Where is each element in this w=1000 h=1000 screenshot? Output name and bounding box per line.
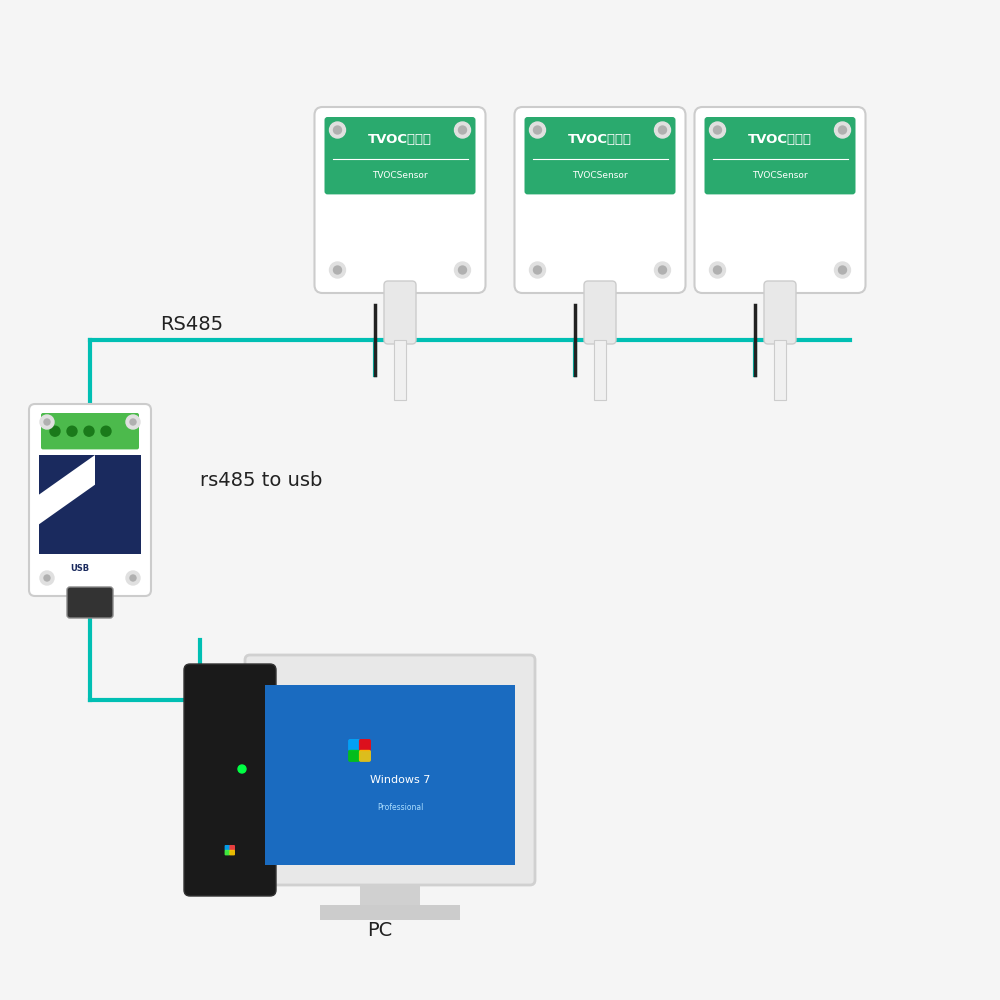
FancyBboxPatch shape	[524, 117, 676, 194]
Circle shape	[714, 266, 722, 274]
Circle shape	[710, 122, 726, 138]
Circle shape	[530, 262, 546, 278]
FancyBboxPatch shape	[359, 739, 371, 751]
Circle shape	[534, 126, 542, 134]
FancyBboxPatch shape	[764, 281, 796, 344]
Circle shape	[838, 266, 846, 274]
FancyBboxPatch shape	[314, 107, 486, 293]
Circle shape	[658, 126, 666, 134]
Circle shape	[654, 122, 670, 138]
Circle shape	[534, 266, 542, 274]
Text: Windows 7: Windows 7	[370, 775, 430, 785]
Circle shape	[50, 426, 60, 436]
Circle shape	[454, 122, 471, 138]
Bar	[265, 685, 515, 865]
Bar	[320, 905, 460, 920]
Circle shape	[834, 262, 850, 278]
Polygon shape	[39, 455, 95, 524]
Bar	[39, 455, 141, 554]
Text: TVOC传感器: TVOC传感器	[368, 133, 432, 146]
Circle shape	[130, 419, 136, 425]
Circle shape	[40, 571, 54, 585]
Circle shape	[330, 122, 346, 138]
Circle shape	[530, 122, 546, 138]
Text: TVOCSensor: TVOCSensor	[572, 171, 628, 180]
Circle shape	[654, 262, 670, 278]
Circle shape	[40, 415, 54, 429]
Circle shape	[126, 571, 140, 585]
FancyBboxPatch shape	[359, 750, 371, 762]
Circle shape	[84, 426, 94, 436]
Circle shape	[126, 415, 140, 429]
Text: PC: PC	[367, 920, 393, 940]
FancyBboxPatch shape	[29, 404, 151, 596]
Text: TVOCSensor: TVOCSensor	[372, 171, 428, 180]
FancyBboxPatch shape	[348, 750, 360, 762]
FancyBboxPatch shape	[704, 117, 856, 194]
Text: RS485: RS485	[160, 316, 223, 334]
Circle shape	[710, 262, 726, 278]
Circle shape	[838, 126, 846, 134]
Text: rs485 to usb: rs485 to usb	[200, 471, 322, 489]
Circle shape	[458, 266, 466, 274]
Circle shape	[834, 122, 850, 138]
FancyBboxPatch shape	[348, 739, 360, 751]
Text: TVOC传感器: TVOC传感器	[748, 133, 812, 146]
FancyBboxPatch shape	[324, 117, 476, 194]
Circle shape	[714, 126, 722, 134]
Text: USB: USB	[70, 564, 89, 573]
Circle shape	[238, 765, 246, 773]
Circle shape	[334, 126, 342, 134]
FancyBboxPatch shape	[41, 413, 139, 449]
FancyBboxPatch shape	[229, 845, 235, 851]
Circle shape	[454, 262, 471, 278]
Text: TVOC传感器: TVOC传感器	[568, 133, 632, 146]
Circle shape	[658, 266, 666, 274]
Circle shape	[67, 426, 77, 436]
Circle shape	[44, 419, 50, 425]
FancyBboxPatch shape	[514, 107, 686, 293]
Circle shape	[44, 575, 50, 581]
Circle shape	[334, 266, 342, 274]
FancyBboxPatch shape	[225, 850, 230, 855]
FancyBboxPatch shape	[694, 107, 865, 293]
Text: Professional: Professional	[377, 804, 423, 812]
FancyBboxPatch shape	[245, 655, 535, 885]
FancyBboxPatch shape	[67, 587, 113, 618]
Circle shape	[330, 262, 346, 278]
Bar	[394, 340, 406, 400]
Bar	[594, 340, 606, 400]
Bar	[360, 880, 420, 910]
FancyBboxPatch shape	[229, 850, 235, 855]
Bar	[774, 340, 786, 400]
Circle shape	[101, 426, 111, 436]
FancyBboxPatch shape	[225, 845, 230, 851]
FancyBboxPatch shape	[584, 281, 616, 344]
Circle shape	[130, 575, 136, 581]
FancyBboxPatch shape	[384, 281, 416, 344]
Circle shape	[458, 126, 466, 134]
Text: TVOCSensor: TVOCSensor	[752, 171, 808, 180]
FancyBboxPatch shape	[184, 664, 276, 896]
